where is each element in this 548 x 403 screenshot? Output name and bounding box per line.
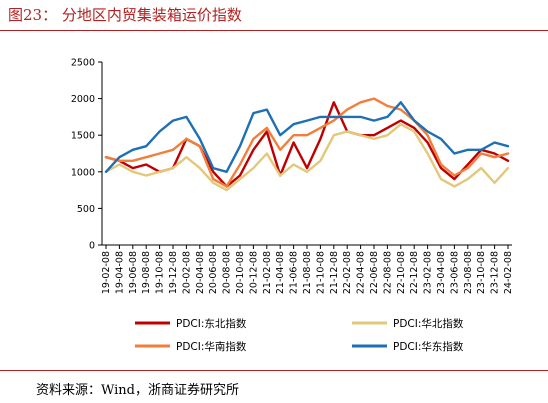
x-tick-label: 23-08-08: [463, 251, 474, 294]
x-tick-label: 21-02-08: [262, 251, 273, 294]
x-tick-label: 21-04-08: [275, 251, 286, 294]
x-tick-label: 23-10-08: [476, 251, 487, 294]
series-line-1: [104, 122, 510, 192]
legend-label-3: PDCI:华东指数: [393, 340, 464, 353]
y-tick-label: 0: [89, 241, 95, 252]
x-tick-label: 20-10-08: [235, 251, 246, 294]
x-tick-label: 21-08-08: [302, 251, 313, 294]
x-tick-label: 20-06-08: [208, 251, 219, 294]
y-tick-label: 2500: [71, 58, 95, 69]
x-tick-label: 23-04-08: [436, 251, 447, 294]
x-tick-label: 19-04-08: [114, 251, 125, 294]
series-line-2: [104, 97, 510, 188]
x-tick-label: 20-08-08: [222, 251, 233, 294]
x-tick-label: 21-06-08: [289, 251, 300, 294]
y-tick-label: 1000: [71, 167, 95, 178]
x-tick-label: 20-04-08: [195, 251, 206, 294]
x-tick-label: 22-12-08: [409, 251, 420, 294]
y-tick-label: 2000: [71, 94, 95, 105]
x-tick-label: 20-02-08: [181, 251, 192, 294]
x-tick-label: 23-02-08: [423, 251, 434, 294]
x-tick-label: 24-02-08: [503, 251, 514, 294]
x-tick-label: 23-06-08: [449, 251, 460, 294]
x-tick-label: 19-10-08: [155, 251, 166, 294]
legend-label-0: PDCI:东北指数: [176, 317, 247, 330]
y-tick-label: 500: [77, 204, 95, 215]
x-tick-label: 20-12-08: [248, 251, 259, 294]
x-tick-label: 19-08-08: [141, 251, 152, 294]
x-tick-label: 22-04-08: [356, 251, 367, 294]
series-line-0: [104, 101, 510, 188]
legend-label-2: PDCI:华南指数: [176, 340, 247, 353]
x-tick-label: 22-02-08: [342, 251, 353, 294]
series-line-3: [104, 101, 510, 174]
legend-label-1: PDCI:华北指数: [393, 317, 464, 330]
x-tick-label: 22-10-08: [396, 251, 407, 294]
figure-title: 图23： 分地区内贸集装箱运价指数: [8, 6, 242, 24]
x-tick-label: 21-10-08: [315, 251, 326, 294]
x-tick-label: 23-12-08: [490, 251, 501, 294]
x-tick-label: 22-08-08: [382, 251, 393, 294]
x-tick-label: 22-06-08: [369, 251, 380, 294]
title-divider: [0, 30, 548, 31]
source-note: 资料来源：Wind，浙商证券研究所: [36, 383, 239, 398]
x-tick-label: 19-12-08: [168, 251, 179, 294]
x-tick-label: 19-06-08: [128, 251, 139, 294]
x-tick-label: 21-12-08: [329, 251, 340, 294]
y-tick-label: 1500: [71, 131, 95, 142]
source-divider: [0, 370, 548, 371]
x-tick-label: 19-02-08: [101, 251, 112, 294]
